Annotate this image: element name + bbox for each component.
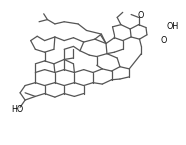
Text: O: O <box>161 36 167 45</box>
Text: HO: HO <box>12 105 24 114</box>
Text: O: O <box>138 11 144 20</box>
Text: OH: OH <box>166 22 179 31</box>
